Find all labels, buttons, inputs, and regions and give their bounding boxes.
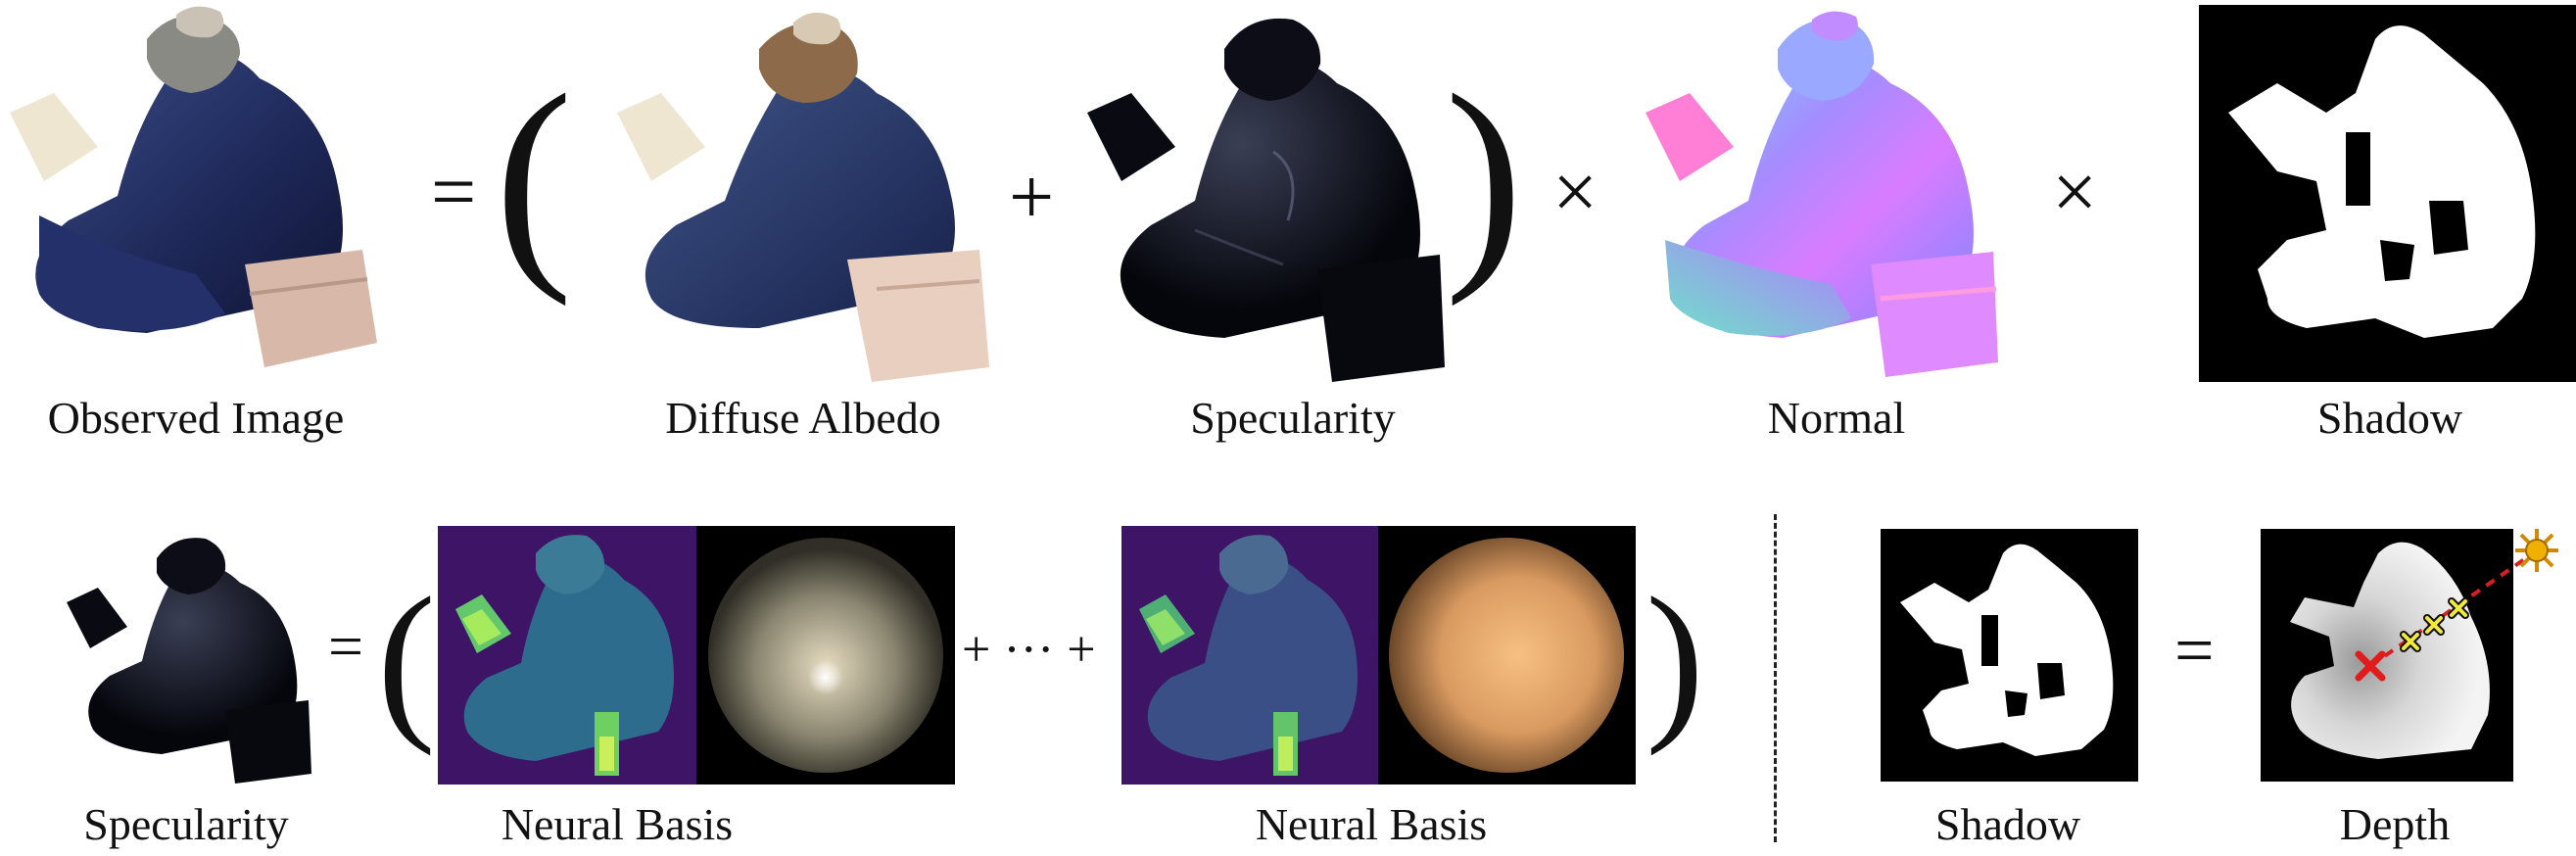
label-neural-basis-2: Neural Basis — [1255, 799, 1488, 849]
sample-point-marker — [2423, 614, 2445, 636]
equals-operator: = — [431, 147, 477, 236]
label-specularity-top: Specularity — [1190, 393, 1396, 443]
label-specularity-bottom: Specularity — [83, 799, 289, 849]
sample-point-marker — [2448, 597, 2469, 619]
label-depth: Depth — [2339, 799, 2451, 849]
sample-point-marker — [2400, 631, 2421, 652]
normal-map-image — [1636, 5, 2008, 392]
times-operator-2: × — [2052, 147, 2098, 236]
equals-operator-bottom-2: = — [2174, 611, 2215, 690]
specularity-image — [1077, 5, 1450, 392]
label-observed-image: Observed Image — [47, 393, 345, 443]
shadow-image-top — [2199, 5, 2576, 382]
neural-basis-1 — [438, 526, 955, 785]
specularity-image-small — [59, 529, 323, 784]
label-diffuse-albedo: Diffuse Albedo — [665, 393, 941, 443]
open-paren: ( — [495, 46, 573, 307]
close-paren: ) — [1445, 46, 1523, 307]
dashed-divider — [1774, 514, 1777, 842]
plus-operator: + — [1009, 152, 1055, 241]
diffuse-albedo-image — [602, 5, 994, 392]
occluded-point-marker — [2355, 650, 2386, 682]
equals-operator-bottom: = — [328, 611, 364, 681]
observed-image — [0, 0, 382, 392]
neural-basis-2 — [1121, 526, 1636, 785]
label-normal: Normal — [1767, 393, 1906, 443]
close-paren-bottom: ) — [1646, 561, 1704, 756]
shadow-image-bottom — [1881, 529, 2138, 782]
sun-icon — [2515, 529, 2558, 572]
times-operator-1: × — [1552, 147, 1598, 236]
depth-image — [2261, 529, 2576, 784]
open-paren-bottom: ( — [377, 561, 436, 756]
label-neural-basis-1: Neural Basis — [501, 799, 734, 849]
label-shadow-top: Shadow — [2316, 393, 2463, 443]
label-shadow-bottom: Shadow — [1934, 799, 2081, 849]
plus-ellipsis-operator: + ··· + — [962, 622, 1096, 678]
shadow-ray-line — [2368, 551, 2535, 668]
